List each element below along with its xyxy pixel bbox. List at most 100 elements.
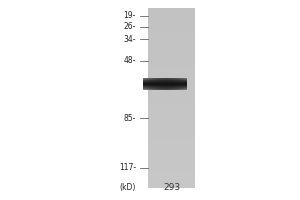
Bar xyxy=(148,98,195,100)
Bar xyxy=(148,59,195,62)
Bar xyxy=(174,78,175,90)
Bar xyxy=(148,95,195,98)
Bar xyxy=(143,78,187,79)
Bar xyxy=(148,86,195,89)
Bar xyxy=(148,142,195,145)
Bar xyxy=(167,78,168,90)
Bar xyxy=(148,163,195,166)
Bar xyxy=(165,78,166,90)
Bar xyxy=(148,48,195,51)
Bar xyxy=(143,84,187,85)
Bar xyxy=(148,55,195,58)
Bar xyxy=(143,82,187,83)
Bar xyxy=(148,62,195,64)
Bar xyxy=(145,78,146,90)
Bar xyxy=(148,134,195,136)
Bar xyxy=(148,73,195,75)
Bar xyxy=(148,44,195,46)
Bar xyxy=(180,78,181,90)
Bar xyxy=(148,178,195,181)
Bar xyxy=(184,78,185,90)
Bar xyxy=(148,100,195,102)
Bar xyxy=(158,78,159,90)
Bar xyxy=(148,17,195,19)
Bar xyxy=(148,25,195,28)
Bar xyxy=(148,93,195,96)
Text: 117-: 117- xyxy=(119,163,136,172)
Bar xyxy=(148,12,195,15)
Bar xyxy=(164,78,165,90)
Bar xyxy=(148,39,195,42)
Bar xyxy=(148,152,195,154)
Bar xyxy=(148,19,195,21)
Bar xyxy=(148,181,195,184)
Bar xyxy=(148,77,195,80)
Bar xyxy=(146,78,147,90)
Bar xyxy=(148,185,195,188)
Bar xyxy=(148,64,195,66)
Bar xyxy=(148,145,195,148)
Bar xyxy=(160,78,162,90)
Bar xyxy=(148,109,195,112)
Bar xyxy=(178,78,180,90)
Bar xyxy=(149,78,150,90)
Bar xyxy=(148,106,195,109)
Bar xyxy=(168,78,170,90)
Bar xyxy=(148,23,195,26)
Bar xyxy=(148,167,195,170)
Bar xyxy=(148,8,195,188)
Bar xyxy=(148,28,195,30)
Bar xyxy=(148,14,195,17)
Bar xyxy=(148,174,195,177)
Bar xyxy=(148,66,195,69)
Bar xyxy=(148,122,195,125)
Bar xyxy=(147,78,149,90)
Bar xyxy=(148,30,195,33)
Bar xyxy=(148,82,195,85)
Bar xyxy=(183,78,184,90)
Bar xyxy=(148,32,195,35)
Bar xyxy=(148,50,195,53)
Bar xyxy=(143,80,187,81)
Bar xyxy=(148,165,195,168)
Bar xyxy=(185,78,187,90)
Bar xyxy=(143,89,187,90)
Bar xyxy=(148,57,195,60)
Bar xyxy=(148,88,195,91)
Bar xyxy=(148,91,195,94)
Bar xyxy=(148,170,195,172)
Bar xyxy=(148,154,195,156)
Bar xyxy=(143,79,187,80)
Bar xyxy=(148,52,195,55)
Bar xyxy=(148,172,195,174)
Bar xyxy=(148,120,195,123)
Bar xyxy=(143,87,187,88)
Bar xyxy=(148,41,195,44)
Text: 26-: 26- xyxy=(124,22,136,31)
Bar xyxy=(171,78,172,90)
Bar xyxy=(143,85,187,86)
Bar xyxy=(148,68,195,71)
Bar xyxy=(148,102,195,105)
Bar xyxy=(143,86,187,87)
Bar xyxy=(148,34,195,37)
Bar xyxy=(148,116,195,118)
Bar xyxy=(148,118,195,120)
Bar xyxy=(172,78,174,90)
Bar xyxy=(148,158,195,161)
Bar xyxy=(148,21,195,24)
Bar xyxy=(169,78,171,90)
Bar xyxy=(148,149,195,152)
Bar xyxy=(148,46,195,48)
Text: 19-: 19- xyxy=(124,11,136,20)
Bar xyxy=(148,111,195,114)
Bar xyxy=(177,78,178,90)
Bar xyxy=(143,81,187,82)
Bar xyxy=(148,136,195,138)
Bar xyxy=(148,160,195,163)
Bar xyxy=(175,78,177,90)
Bar xyxy=(150,78,152,90)
Bar xyxy=(162,78,164,90)
Bar xyxy=(156,78,158,90)
Bar xyxy=(159,78,160,90)
